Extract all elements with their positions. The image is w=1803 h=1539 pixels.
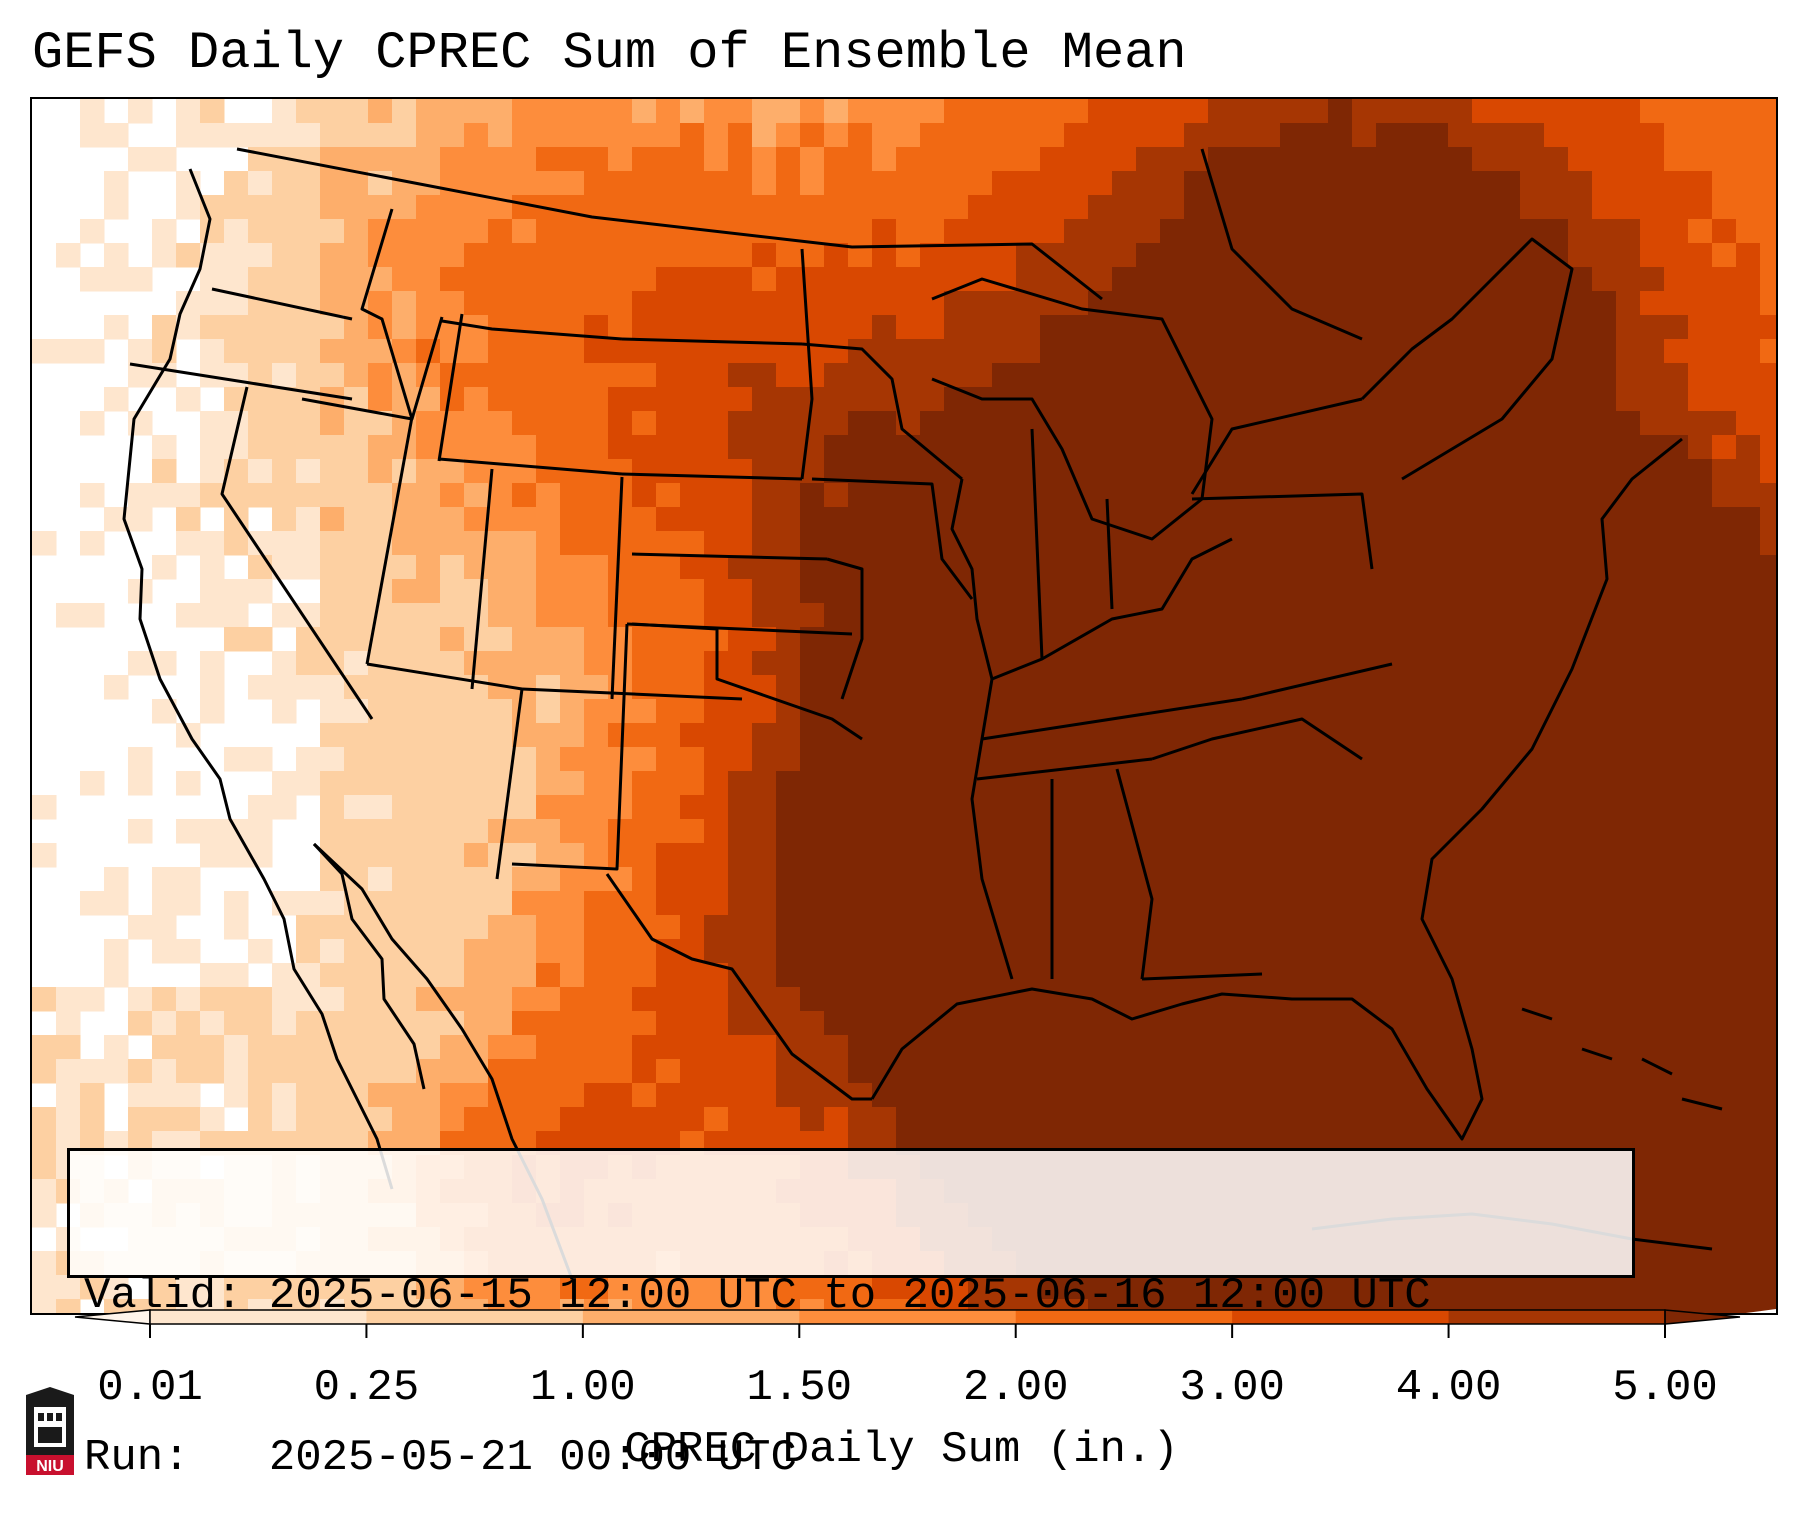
wy-co-line <box>438 457 623 476</box>
colorbar-segment <box>1232 1310 1450 1324</box>
az-nm-line <box>495 688 524 880</box>
state-borders <box>122 147 1723 1280</box>
colorbar-tick-label: 0.25 <box>313 1363 420 1413</box>
mn-line <box>801 342 963 481</box>
mt-wy-line <box>441 319 623 341</box>
ia-mo-line <box>811 477 974 600</box>
colorbar-segment <box>1015 1310 1233 1324</box>
colorbar-label: CPREC Daily Sum (in.) <box>624 1425 1179 1475</box>
colorbar-extend-high <box>1664 1309 1741 1325</box>
colorbar-tick-label: 1.00 <box>530 1363 636 1413</box>
map-title: GEFS Daily CPREC Sum of Ensemble Mean <box>32 24 1187 83</box>
colorbar-segment <box>582 1310 800 1324</box>
ga-fl-line <box>1141 972 1263 981</box>
al-ga-line <box>1115 768 1154 980</box>
ca-nv-line <box>220 386 374 720</box>
niu-logo: NIU <box>26 1387 74 1475</box>
nm-tx-line <box>511 623 629 871</box>
colorbar-segment <box>366 1310 584 1324</box>
precip-field <box>32 99 1776 1313</box>
carolinas-line <box>1151 717 1363 761</box>
baja-coastline <box>312 842 426 1090</box>
va-nc-line <box>1241 662 1393 701</box>
dakotas-east <box>800 248 814 480</box>
canada-east <box>1200 148 1363 341</box>
run-line: Run: 2025-05-21 00:00 UTC <box>84 1431 1618 1485</box>
colorbar <box>74 1309 1741 1338</box>
sd-ne-line <box>621 472 803 481</box>
logo-text: NIU <box>36 1458 64 1475</box>
or-ca-line <box>129 362 353 401</box>
or-wa-line <box>211 287 353 321</box>
map-panel <box>30 97 1778 1315</box>
run-label: Run: <box>84 1433 190 1483</box>
ut-co-line <box>470 468 494 690</box>
colorbar-tick-label: 5.00 <box>1612 1363 1718 1413</box>
rio-grande <box>605 873 872 1101</box>
pa-line <box>1191 492 1374 570</box>
id-mt-line <box>360 208 414 420</box>
ne-ks-line <box>631 552 828 561</box>
ks-mo-line <box>826 557 864 700</box>
great-lakes-shore <box>931 277 1214 541</box>
west-coastline <box>122 168 394 1190</box>
colorbar-extend-low <box>74 1309 151 1325</box>
ut-az-line <box>366 662 523 691</box>
bahamas-islands <box>1521 1007 1723 1111</box>
colorbar-tick-label: 1.50 <box>746 1363 853 1413</box>
tn-south-line <box>976 757 1153 781</box>
il-in-line <box>1030 428 1044 660</box>
ohio-river <box>991 537 1233 681</box>
ks-ok-line <box>626 622 853 636</box>
nv-ut-line <box>365 416 414 665</box>
co-nm-line <box>521 687 743 701</box>
in-oh-line <box>1105 498 1114 610</box>
colorbar-outline <box>149 1309 1666 1325</box>
colorbar-tick-label: 3.00 <box>1179 1363 1285 1413</box>
gulf-coastline <box>870 437 1683 1141</box>
new-england <box>1360 237 1574 481</box>
colorbar-tick-label: 0.01 <box>97 1363 203 1413</box>
tn-ky-line <box>981 697 1243 741</box>
precip-map <box>32 99 1776 1313</box>
colorbar-tick-label: 2.00 <box>962 1363 1069 1413</box>
colorbar-segment <box>799 1310 1017 1324</box>
co-ks-line <box>610 476 624 700</box>
colorbar-segment <box>150 1310 367 1324</box>
wy-west-line <box>437 313 464 462</box>
canada-border <box>236 147 1103 301</box>
valid-time-box: Valid: 2025-06-15 12:00 UTC to 2025-06-1… <box>67 1148 1635 1483</box>
nd-sd-line <box>621 337 803 346</box>
run-value: 2025-05-21 00:00 UTC <box>268 1433 797 1483</box>
colorbar-tick-label: 4.00 <box>1395 1363 1502 1413</box>
colorbar-segment <box>1448 1310 1666 1324</box>
